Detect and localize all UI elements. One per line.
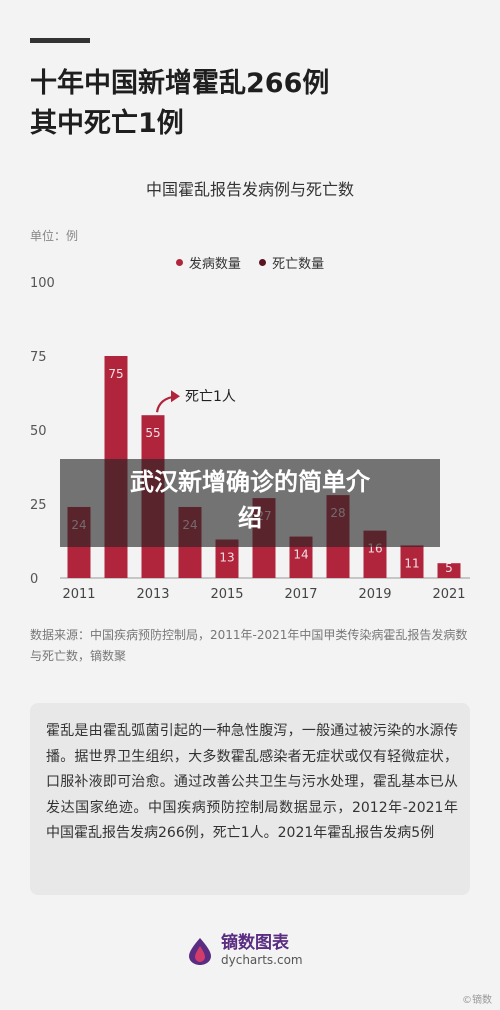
page-headline: 十年中国新增霍乱266例 其中死亡1例 — [30, 64, 470, 144]
chart-legend: 发病数量 死亡数量 — [0, 253, 500, 272]
bar-chart: 0255075100247555241327142816115201120132… — [30, 276, 470, 602]
y-tick-label: 0 — [30, 572, 38, 587]
legend-dot-deaths — [259, 259, 267, 266]
annotation-label: 死亡1人 — [185, 389, 236, 405]
top-decor-bar — [30, 38, 90, 43]
y-tick-label: 75 — [30, 350, 47, 365]
x-tick-label: 2021 — [432, 587, 465, 602]
bar-value-label: 55 — [145, 426, 160, 440]
legend-dot-cases — [175, 259, 183, 266]
brand-url: dycharts.com — [221, 953, 303, 967]
bar-value-label: 13 — [219, 551, 234, 565]
bar-value-label: 5 — [445, 561, 453, 575]
headline-line1: 十年中国新增霍乱266例 — [30, 68, 330, 99]
bar — [437, 563, 461, 578]
x-tick-label: 2019 — [358, 587, 391, 602]
overlay-title-line1: 武汉新增确诊的简单介 — [130, 468, 370, 496]
bar-value-label: 14 — [293, 548, 308, 562]
info-text: 霍乱是由霍乱弧菌引起的一种急性腹泻，一般通过被污染的水源传播。据世界卫生组织，大… — [46, 723, 458, 841]
bar — [215, 539, 239, 578]
bar — [400, 545, 424, 578]
x-tick-label: 2017 — [284, 587, 317, 602]
corner-watermark: ©镝数 — [462, 995, 492, 1006]
overlay-title-line2: 绍 — [238, 504, 262, 532]
brand-logo: 镝数图表 dycharts.com — [185, 934, 303, 967]
legend-item-cases: 发病数量 — [175, 253, 241, 272]
bar-value-label: 11 — [404, 556, 419, 570]
y-tick-label: 100 — [30, 276, 55, 291]
brand-name: 镝数图表 — [221, 933, 289, 953]
chart-title: 中国霍乱报告发病例与死亡数 — [145, 180, 354, 199]
x-tick-label: 2011 — [62, 587, 95, 602]
headline-line2: 其中死亡1例 — [30, 108, 184, 139]
data-source: 数据来源：中国疾病预防控制局，2011年-2021年中国甲类传染病霍乱报告发病数… — [30, 628, 468, 663]
x-tick-label: 2015 — [210, 587, 243, 602]
legend-label-deaths: 死亡数量 — [272, 257, 325, 272]
bar-value-label: 75 — [108, 367, 123, 381]
annotation-arrowhead — [171, 390, 180, 403]
y-tick-label: 25 — [30, 498, 47, 513]
overlay-banner — [60, 459, 440, 547]
unit-label: 单位：例 — [30, 229, 79, 243]
overlay-title: 武汉新增确诊的简单介 绍 — [60, 464, 440, 536]
y-tick-label: 50 — [30, 424, 47, 439]
x-tick-label: 2013 — [136, 587, 169, 602]
legend-item-deaths: 死亡数量 — [259, 253, 324, 272]
info-box — [30, 703, 470, 895]
legend-label-cases: 发病数量 — [188, 257, 241, 272]
brand-logo-icon — [189, 937, 211, 965]
